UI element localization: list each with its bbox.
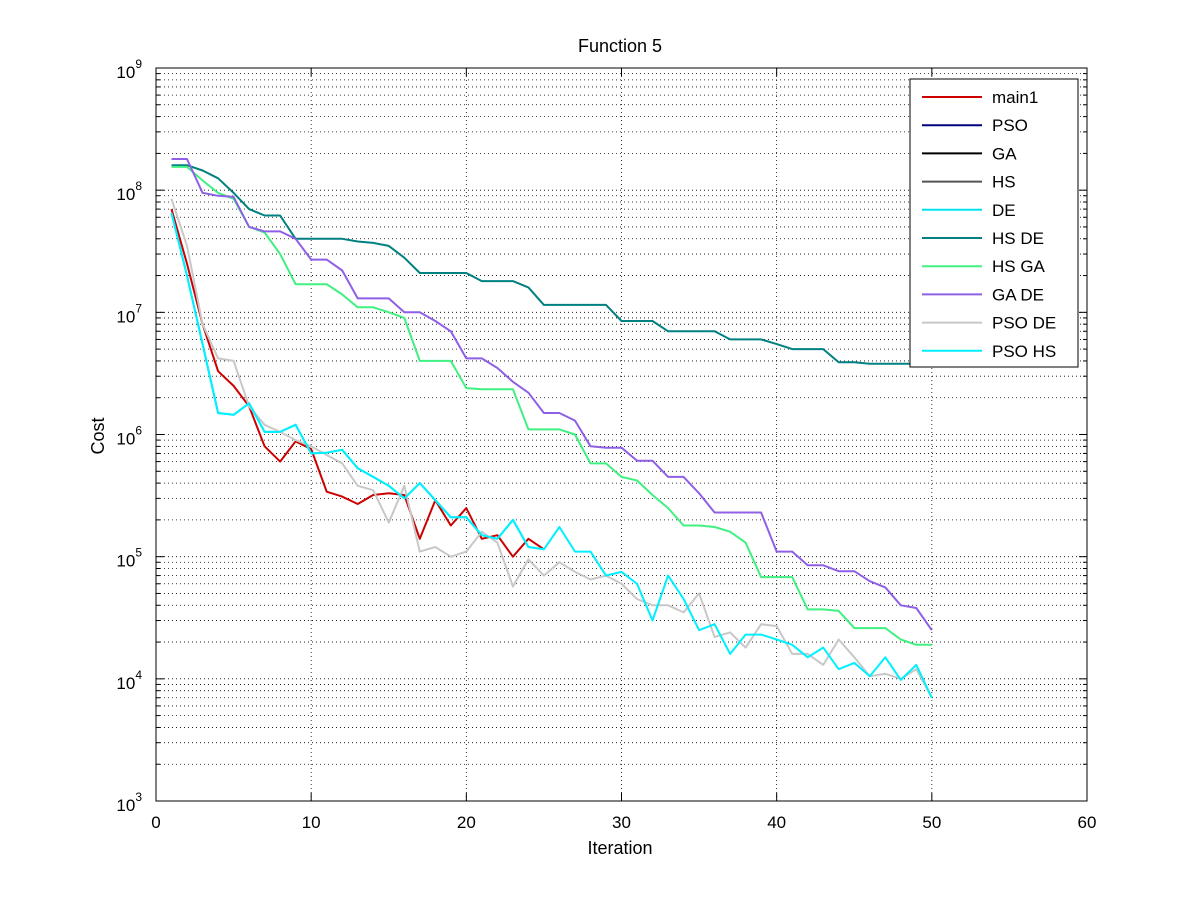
x-tick-label: 60 [1078, 813, 1097, 832]
y-tick-label: 109 [116, 57, 142, 82]
series-line-pso-de [170, 198, 933, 699]
legend-label-hs-de: HS DE [992, 229, 1044, 248]
legend-label-de: DE [992, 201, 1016, 220]
y-tick-label: 104 [116, 668, 142, 693]
series-line-hs-ga [171, 165, 932, 646]
axis-ticks [155, 67, 1088, 802]
x-tick-label: 50 [922, 813, 941, 832]
legend-label-ga: GA [992, 144, 1017, 163]
x-tick-label: 20 [457, 813, 476, 832]
chart-title: Function 5 [578, 36, 662, 56]
legend-label-pso: PSO [992, 116, 1028, 135]
x-tick-label: 10 [302, 813, 321, 832]
legend-label-ga-de: GA DE [992, 285, 1044, 304]
y-tick-label: 103 [116, 790, 142, 815]
y-axis-label: Cost [88, 417, 108, 454]
y-tick-labels: 103 104 105 106 107 108 109 [116, 57, 142, 815]
x-tick-labels: 0 10 20 30 40 50 60 [151, 813, 1096, 832]
legend: main1 PSO GA HS DE HS DE HS GA GA DE PSO DE PSO H… [909, 78, 1079, 368]
y-tick-label: 107 [116, 301, 142, 326]
y-tick-label: 105 [116, 546, 142, 571]
series-line-main1 [170, 208, 545, 558]
legend-box [909, 78, 1079, 368]
series-line-hs-de [171, 164, 932, 365]
series-line-ga-de [171, 158, 933, 631]
series-layer [170, 158, 933, 699]
legend-label-hs: HS [992, 173, 1016, 192]
y-tick-label: 106 [116, 424, 142, 449]
x-tick-label: 30 [612, 813, 631, 832]
x-tick-label: 40 [767, 813, 786, 832]
series-line-pso-hs [170, 212, 933, 699]
legend-label-pso-de: PSO DE [992, 314, 1056, 333]
x-tick-label: 0 [151, 813, 160, 832]
legend-label-pso-hs: PSO HS [992, 342, 1056, 361]
legend-label-main1: main1 [992, 88, 1038, 107]
y-tick-label: 108 [116, 179, 142, 204]
x-axis-label: Iteration [587, 838, 652, 858]
legend-label-hs-ga: HS GA [992, 257, 1046, 276]
